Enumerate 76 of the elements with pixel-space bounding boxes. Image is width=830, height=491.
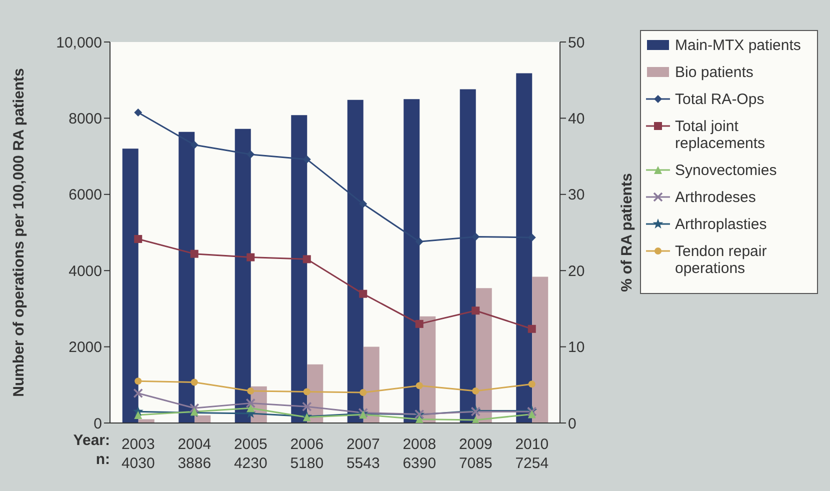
legend-label: Arthrodeses [675, 189, 756, 206]
point [302, 155, 311, 164]
y2-tick-label: 0 [568, 415, 576, 432]
point [133, 388, 144, 398]
point [134, 378, 142, 385]
legend-label: Total RA-Ops [675, 91, 764, 108]
y2-tick-label: 20 [568, 262, 585, 280]
point [359, 410, 368, 419]
bar [234, 128, 251, 423]
legend-label: Total joint replacements [675, 118, 766, 152]
point [246, 398, 256, 408]
y2-tick-label: 40 [568, 110, 585, 128]
bar [476, 288, 492, 423]
point [190, 140, 198, 149]
point [415, 415, 424, 423]
point [528, 380, 536, 388]
point [302, 402, 312, 412]
bar [532, 276, 548, 423]
point [528, 324, 536, 333]
legend-label: Synovectomies [675, 162, 777, 179]
point [247, 387, 254, 394]
point [303, 388, 310, 396]
bar [404, 99, 420, 423]
x-tick-label: 2007 5543 [346, 436, 380, 472]
point [246, 150, 255, 158]
point [246, 253, 255, 262]
bar [138, 419, 154, 423]
point [359, 290, 368, 298]
legend-label: Bio patients [675, 64, 754, 81]
legend-label: Tendon repair operations [675, 243, 768, 277]
point [134, 108, 142, 116]
bar [516, 73, 532, 423]
y2-tick-label: 10 [568, 339, 585, 356]
legend-label: Main-MTX patients [675, 37, 801, 54]
x-tick-label: 2003 4030 [121, 436, 155, 472]
bar [122, 148, 138, 423]
x-tick-label: 2008 6390 [402, 436, 436, 472]
point [134, 234, 142, 243]
legend-label: Arthroplasties [675, 216, 767, 233]
point [416, 382, 423, 390]
point [415, 320, 424, 328]
point [359, 200, 368, 208]
y-tick-label: 4000 [68, 262, 102, 280]
x-tick-label: 2010 7254 [515, 436, 549, 472]
point [472, 387, 480, 394]
x-tick-label: 2009 7085 [458, 436, 492, 472]
bar [291, 115, 308, 423]
bar [460, 89, 476, 423]
point [472, 232, 480, 241]
x-tick-label: 2005 4230 [234, 436, 268, 472]
y-tick-label: 8000 [68, 110, 102, 128]
point [190, 378, 198, 386]
point [190, 250, 198, 258]
x-tick-label: 2006 5180 [290, 436, 324, 472]
y2-axis-title: % of RA patients [618, 173, 636, 292]
y2-tick-label: 50 [568, 34, 585, 52]
y-tick-label: 0 [94, 415, 102, 432]
bar [194, 415, 211, 423]
point [246, 404, 255, 412]
y-tick-label: 6000 [68, 186, 102, 204]
x-tick-label: 2004 3886 [178, 436, 212, 472]
y-tick-label: 2000 [68, 339, 102, 356]
y2-tick-label: 30 [568, 186, 585, 204]
point [360, 389, 367, 396]
point [415, 238, 424, 246]
bar [347, 100, 364, 423]
x-axis-title: Year: n: [72, 431, 110, 469]
point [302, 255, 311, 264]
y-axis-title: Number of operations per 100,000 RA patients [10, 68, 28, 397]
point [528, 410, 536, 418]
point [472, 306, 480, 315]
y-tick-label: 10,000 [56, 34, 102, 52]
bar [178, 132, 195, 423]
point [189, 403, 200, 414]
point [134, 411, 142, 419]
point [472, 416, 480, 423]
